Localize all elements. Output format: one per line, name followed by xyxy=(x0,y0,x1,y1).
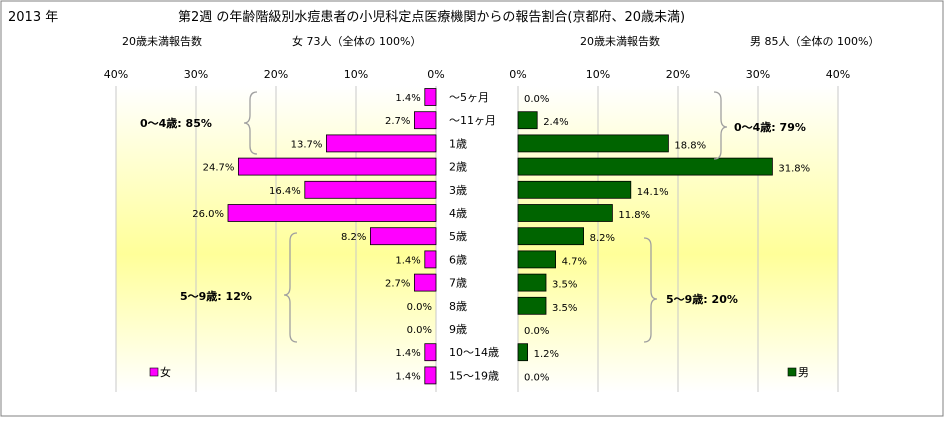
female-x-ticks: 40% 30% 20% 10% 0% xyxy=(104,68,445,81)
female-legend-label: 女 xyxy=(160,365,171,379)
female-data-label: 13.7% xyxy=(291,139,323,150)
category-label: 3歳 xyxy=(449,184,467,197)
female-data-label: 16.4% xyxy=(269,186,301,197)
female-bar xyxy=(424,366,437,385)
female-bar xyxy=(227,204,437,222)
male-bar xyxy=(517,111,538,130)
female-bar xyxy=(304,180,437,199)
male-data-label: 18.8% xyxy=(674,140,706,151)
male-bar xyxy=(517,227,584,246)
male-x-tick-label: 0% xyxy=(509,68,526,81)
male-data-label: 3.5% xyxy=(552,303,577,314)
male-data-label: 0.0% xyxy=(524,94,549,105)
male-x-tick-label: 40% xyxy=(826,68,850,81)
female-data-label: 1.4% xyxy=(395,93,420,104)
year-label: 2013 年 xyxy=(8,10,58,25)
category-label: 5歳 xyxy=(449,230,467,243)
male-x-tick-label: 10% xyxy=(586,68,610,81)
category-label: 9歳 xyxy=(449,323,467,336)
male-group-5-9-label: 5〜9歳: 20% xyxy=(666,292,738,306)
male-bar xyxy=(517,343,529,362)
female-bar xyxy=(424,88,437,106)
male-data-label: 2.4% xyxy=(543,117,568,128)
male-data-label: 11.8% xyxy=(618,210,650,221)
male-bar xyxy=(517,134,669,153)
female-bar xyxy=(424,250,437,269)
chart-title: 第2週 の年齢階級別水痘患者の小児科定点医療機関からの報告割合(京都府、20歳未… xyxy=(178,9,685,25)
male-bar xyxy=(517,273,547,292)
female-data-label: 1.4% xyxy=(395,348,420,359)
female-count-label: 20歳未満報告数 xyxy=(122,35,202,48)
category-label: 4歳 xyxy=(449,207,467,220)
female-data-label: 2.7% xyxy=(385,116,410,127)
female-bar xyxy=(413,273,437,292)
male-group-0-4-label: 0〜4歳: 79% xyxy=(734,120,806,134)
male-legend-label: 男 xyxy=(798,366,809,379)
category-label: 10〜14歳 xyxy=(449,346,499,359)
male-total-label: 男 85人（全体の 100%） xyxy=(750,34,879,48)
female-legend-swatch xyxy=(149,367,159,377)
male-bar xyxy=(517,204,613,222)
male-brace-0-4 xyxy=(713,91,728,160)
female-data-labels: 1.4% 2.7% 13.7% 24.7% 16.4% 26.0% 8.2% 1.4% 2.7%… xyxy=(192,93,432,382)
male-data-label: 1.2% xyxy=(534,349,559,360)
category-label: 1歳 xyxy=(449,137,467,150)
female-bar xyxy=(413,111,437,130)
female-data-label: 8.2% xyxy=(341,232,366,243)
female-bar xyxy=(369,227,437,246)
category-label: 15〜19歳 xyxy=(449,369,499,382)
male-bar xyxy=(517,157,773,176)
category-label: 7歳 xyxy=(449,277,467,290)
female-x-tick-label: 40% xyxy=(104,68,128,81)
female-data-label: 0.0% xyxy=(407,302,432,313)
female-bar xyxy=(325,134,437,153)
category-label: 8歳 xyxy=(449,300,467,313)
female-brace-5-9 xyxy=(283,232,298,343)
female-bars xyxy=(227,88,437,385)
female-bar xyxy=(237,157,437,176)
female-x-tick-label: 30% xyxy=(184,68,208,81)
female-data-label: 1.4% xyxy=(395,255,420,266)
category-label: 2歳 xyxy=(449,161,467,174)
female-x-tick-label: 20% xyxy=(264,68,288,81)
male-x-tick-label: 20% xyxy=(666,68,690,81)
male-data-labels: 0.0% 2.4% 18.8% 31.8% 14.1% 11.8% 8.2% 4.7% 3.5%… xyxy=(524,94,810,383)
male-bar xyxy=(517,180,632,199)
female-brace-0-4 xyxy=(243,91,258,155)
male-brace-5-9 xyxy=(643,237,658,343)
male-data-label: 0.0% xyxy=(524,372,549,383)
male-bar xyxy=(517,296,547,315)
female-group-5-9-label: 5〜9歳: 12% xyxy=(180,289,252,303)
female-bar xyxy=(424,343,437,362)
category-label: 〜5ヶ月 xyxy=(449,91,489,104)
category-label: 6歳 xyxy=(449,253,467,266)
female-data-label: 0.0% xyxy=(407,325,432,336)
male-data-label: 14.1% xyxy=(637,187,669,198)
female-x-tick-label: 10% xyxy=(344,68,368,81)
female-total-label: 女 73人（全体の 100%） xyxy=(292,34,421,48)
male-legend-swatch xyxy=(787,367,797,377)
male-data-label: 3.5% xyxy=(552,280,577,291)
age-category-labels: 〜5ヶ月〜11ヶ月 1歳 2歳 3歳 4歳 5歳 6歳 7歳 8歳 9歳 10〜14歳 15〜19歳 xyxy=(449,91,499,382)
female-data-label: 1.4% xyxy=(395,371,420,382)
male-x-tick-label: 30% xyxy=(746,68,770,81)
male-data-label: 0.0% xyxy=(524,326,549,337)
male-data-label: 4.7% xyxy=(562,256,587,267)
male-bars xyxy=(517,111,773,362)
female-group-0-4-label: 0〜4歳: 85% xyxy=(140,116,212,130)
female-data-label: 2.7% xyxy=(385,279,410,290)
male-data-label: 8.2% xyxy=(590,233,615,244)
female-data-label: 26.0% xyxy=(192,209,224,220)
male-data-label: 31.8% xyxy=(778,164,810,175)
male-bar xyxy=(517,250,556,269)
female-x-tick-label: 0% xyxy=(427,68,444,81)
category-label: 〜11ヶ月 xyxy=(449,114,496,127)
female-data-label: 24.7% xyxy=(203,163,235,174)
male-count-label: 20歳未満報告数 xyxy=(580,35,660,48)
male-x-ticks: 0% 10% 20% 30% 40% xyxy=(509,68,850,81)
